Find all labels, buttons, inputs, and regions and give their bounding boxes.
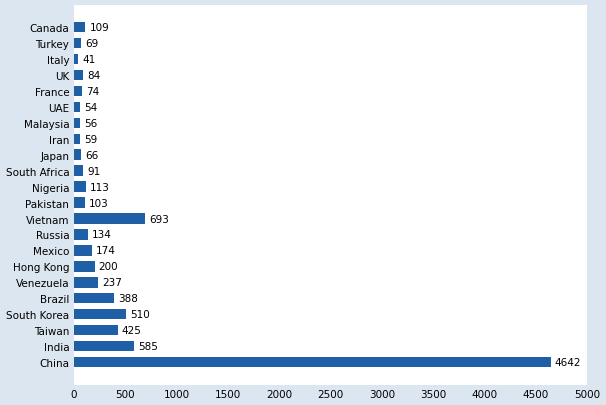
Bar bbox=[74, 70, 82, 81]
Bar bbox=[74, 55, 78, 65]
Text: 56: 56 bbox=[84, 119, 97, 128]
Bar bbox=[74, 230, 88, 240]
Text: 41: 41 bbox=[82, 55, 96, 65]
Text: 84: 84 bbox=[87, 71, 100, 81]
Bar bbox=[74, 182, 85, 192]
Text: 74: 74 bbox=[85, 87, 99, 97]
Bar bbox=[74, 150, 81, 160]
Bar bbox=[74, 102, 79, 113]
Bar bbox=[74, 341, 134, 352]
Text: 693: 693 bbox=[149, 214, 169, 224]
Text: 585: 585 bbox=[138, 341, 158, 351]
Text: 134: 134 bbox=[92, 230, 112, 240]
Text: 510: 510 bbox=[130, 309, 150, 320]
Text: 388: 388 bbox=[118, 294, 138, 303]
Text: 113: 113 bbox=[90, 182, 110, 192]
Text: 425: 425 bbox=[122, 325, 142, 335]
Bar bbox=[74, 309, 127, 320]
Bar bbox=[74, 245, 92, 256]
Text: 200: 200 bbox=[99, 262, 118, 272]
Bar bbox=[74, 214, 145, 224]
Bar bbox=[74, 39, 81, 49]
Text: 174: 174 bbox=[96, 246, 116, 256]
Bar bbox=[74, 262, 95, 272]
Text: 69: 69 bbox=[85, 39, 99, 49]
Text: 59: 59 bbox=[84, 134, 98, 144]
Text: 54: 54 bbox=[84, 102, 97, 113]
Bar bbox=[74, 325, 118, 336]
Bar bbox=[74, 357, 551, 367]
Bar bbox=[74, 166, 84, 177]
Bar bbox=[74, 277, 98, 288]
Text: 237: 237 bbox=[102, 278, 122, 288]
Text: 109: 109 bbox=[89, 23, 109, 33]
Bar bbox=[74, 23, 85, 33]
Text: 66: 66 bbox=[85, 150, 98, 160]
Bar bbox=[74, 86, 82, 97]
Bar bbox=[74, 134, 80, 145]
Bar bbox=[74, 198, 85, 208]
Text: 103: 103 bbox=[88, 198, 108, 208]
Text: 4642: 4642 bbox=[554, 357, 581, 367]
Text: 91: 91 bbox=[87, 166, 101, 176]
Bar bbox=[74, 118, 80, 129]
Bar bbox=[74, 293, 114, 304]
